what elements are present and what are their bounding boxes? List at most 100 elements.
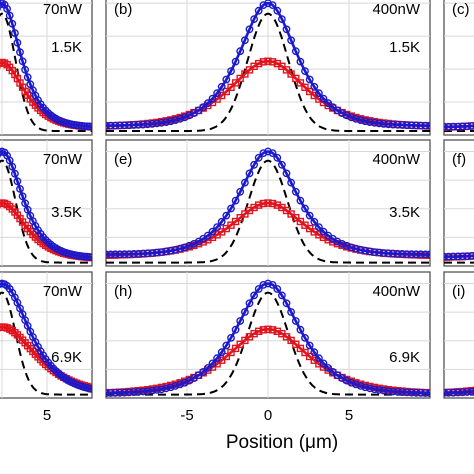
blue-point	[324, 99, 333, 108]
blue-point	[217, 348, 226, 357]
red-point	[296, 79, 305, 87]
blue-series	[106, 147, 430, 259]
blue-point	[245, 169, 254, 178]
blue-point	[305, 75, 314, 84]
panel-7: 70nW 6.9K	[0, 271, 93, 399]
plot-area	[444, 150, 474, 264]
blue-point	[291, 187, 300, 196]
panel-label: (b)	[114, 1, 132, 18]
blue-fit-line	[106, 150, 430, 256]
dashed-curve	[106, 12, 430, 132]
blue-point	[199, 103, 208, 112]
blue-point	[282, 299, 291, 308]
blue-series	[444, 252, 474, 261]
dashed-curve	[0, 159, 92, 264]
blue-point	[268, 149, 277, 158]
blue-series	[0, 0, 92, 131]
blue-point	[222, 341, 231, 350]
blue-point	[296, 325, 305, 334]
power-label: 400nW	[372, 283, 420, 300]
x-tick-label: 5	[345, 407, 353, 424]
blue-point	[208, 227, 217, 236]
red-point	[231, 344, 240, 353]
blue-point	[277, 160, 286, 169]
red-point	[241, 70, 249, 78]
plot-area	[106, 0, 430, 135]
red-point	[292, 213, 300, 222]
red-point	[292, 74, 300, 83]
blue-point	[254, 153, 263, 162]
blue-point	[208, 359, 217, 368]
temperature-label: 1.5K	[51, 39, 82, 56]
blue-point	[296, 196, 305, 205]
blue-point	[199, 367, 208, 376]
blue-point	[236, 317, 245, 325]
blue-point	[277, 15, 286, 24]
blue-series	[106, 279, 430, 397]
red-point	[282, 66, 291, 74]
blue-point	[203, 364, 212, 372]
blue-point	[301, 333, 309, 342]
red-point	[231, 79, 240, 87]
red-point	[301, 348, 309, 357]
red-fit-line	[0, 201, 92, 259]
blue-point	[203, 99, 212, 108]
plot-frame	[443, 271, 474, 399]
plot-area	[106, 272, 430, 398]
red-point	[301, 83, 309, 92]
plot-area	[0, 0, 92, 135]
blue-point	[240, 308, 249, 316]
blue-point	[208, 94, 217, 103]
blue-fit-line	[106, 282, 430, 395]
blue-point	[217, 217, 226, 226]
blue-point	[305, 211, 314, 220]
blue-point	[222, 211, 231, 220]
dashed-curve	[106, 159, 430, 264]
blue-point	[310, 82, 319, 91]
plot-area	[0, 272, 92, 398]
plot-area	[444, 2, 474, 132]
panel-6: (f)	[443, 139, 474, 267]
plot-frame	[443, 139, 474, 267]
x-tick-label: 0	[264, 407, 272, 424]
power-label: 70nW	[43, 283, 83, 300]
panel-3: (c)	[443, 0, 474, 136]
red-point	[227, 83, 235, 92]
power-label: 400nW	[372, 1, 420, 18]
blue-point	[245, 299, 254, 308]
panel-2: (b) 400nW 1.5K	[105, 0, 431, 136]
temperature-label: 3.5K	[51, 204, 82, 221]
blue-point	[273, 285, 282, 293]
dashed-curve	[0, 291, 92, 396]
blue-series	[444, 122, 474, 131]
blue-point	[213, 223, 222, 232]
blue-point	[250, 291, 259, 300]
panel-label: (f)	[452, 151, 466, 168]
blue-series	[106, 0, 430, 130]
blue-point	[319, 227, 328, 236]
red-point	[236, 340, 244, 348]
plot-area	[444, 282, 474, 397]
power-label: 400nW	[372, 151, 420, 168]
blue-point	[310, 348, 319, 357]
red-point	[217, 356, 226, 364]
red-point	[222, 87, 231, 96]
blue-point	[273, 153, 282, 162]
blue-point	[305, 341, 314, 350]
red-point	[287, 336, 295, 345]
plot-frame	[443, 0, 474, 136]
red-point	[306, 87, 314, 96]
blue-point	[277, 291, 286, 300]
plot-area	[106, 140, 430, 266]
red-point	[236, 74, 244, 83]
blue-point	[231, 325, 240, 334]
panel-5: (e) 400nW 3.5K	[105, 139, 431, 267]
panel-label: (c)	[452, 1, 470, 18]
blue-point	[227, 204, 235, 213]
temperature-label: 6.9K	[51, 349, 82, 366]
red-point	[231, 217, 240, 226]
blue-point	[254, 285, 263, 293]
blue-fit-line	[0, 282, 92, 391]
blue-point	[319, 94, 328, 103]
